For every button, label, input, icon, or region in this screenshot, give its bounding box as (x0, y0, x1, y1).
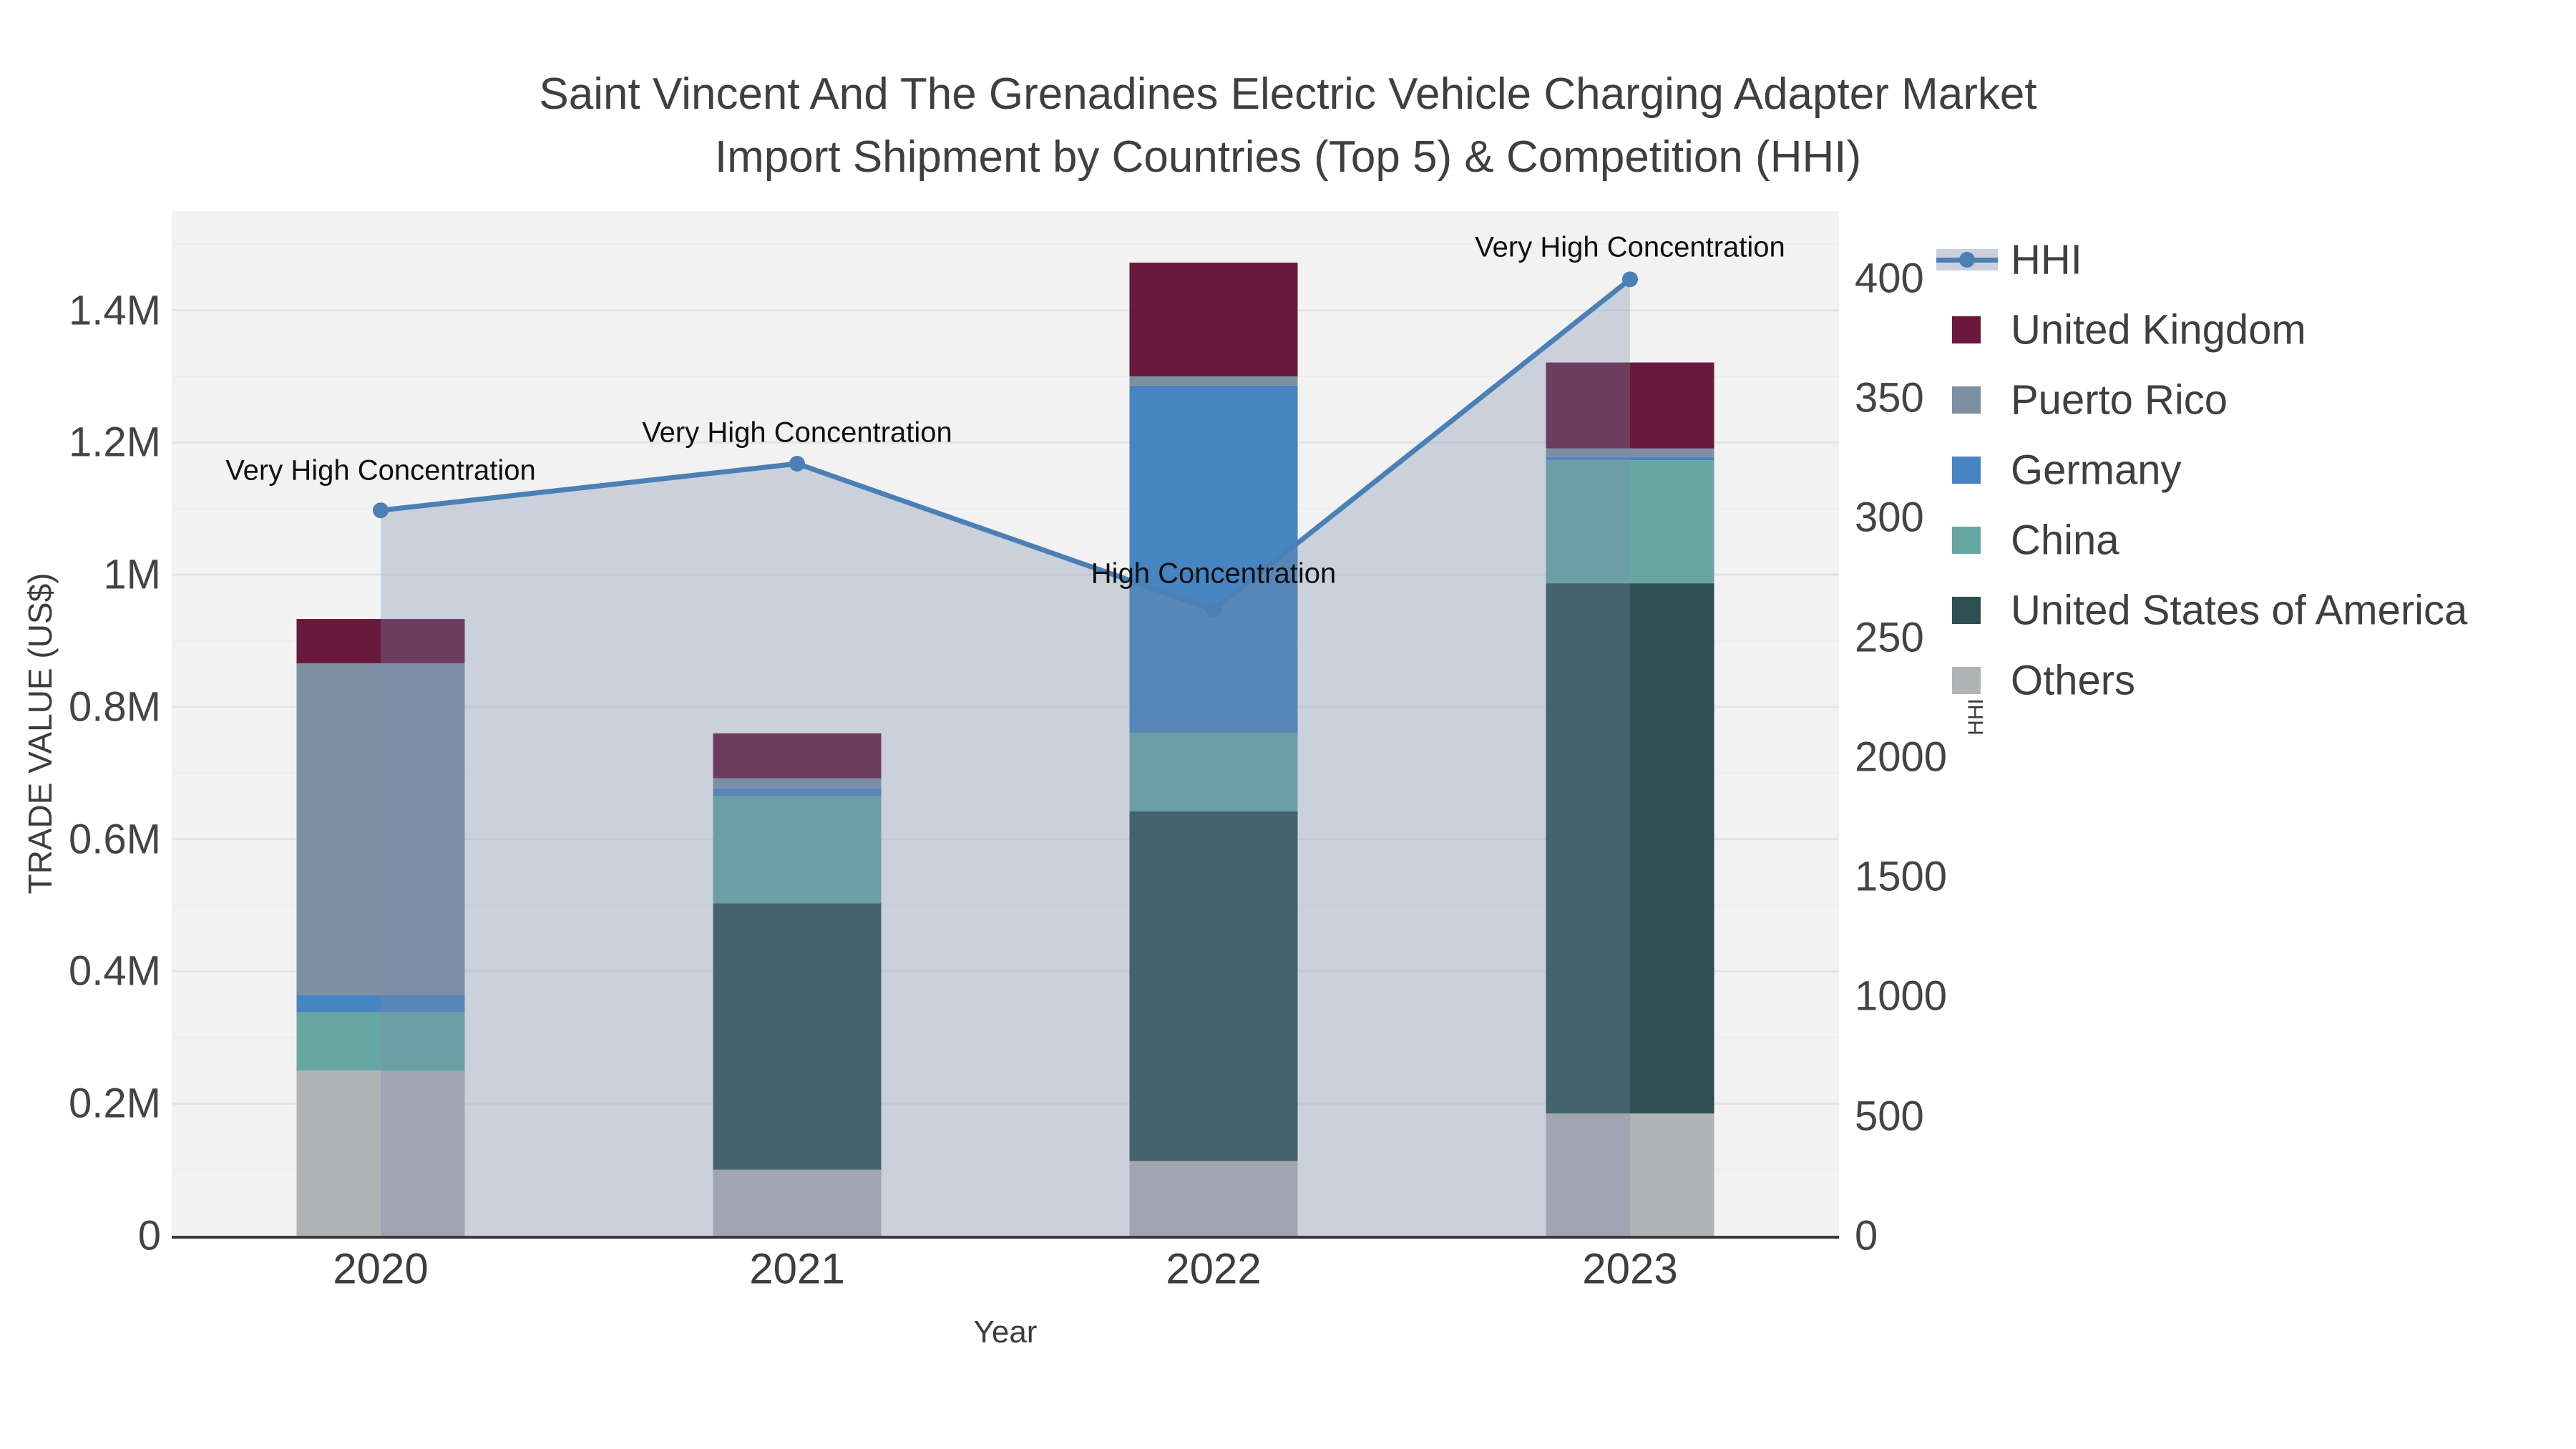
legend-item-hhi[interactable]: HHI (1936, 236, 2552, 283)
y-right-tick-400: 400 (1855, 255, 1924, 302)
y-axis-title-left: TRADE VALUE (US$) (21, 572, 59, 894)
bar-segment-others-2020[interactable] (296, 1070, 465, 1236)
bar-segment-united-kingdom-2022[interactable] (1129, 263, 1298, 376)
x-tick-2022: 2022 (1166, 1244, 1262, 1293)
legend-item-label: United States of America (2011, 587, 2468, 634)
y-right-tick-2000: 2000 (1855, 733, 1948, 781)
x-axis-title: Year (973, 1314, 1038, 1350)
legend-item-others[interactable]: Others (1936, 657, 2552, 704)
bar-segment-puerto-rico-2021[interactable] (713, 778, 882, 789)
hhi-line-sample-icon (1936, 249, 1998, 270)
annotation-1: Very High Concentration (225, 454, 536, 487)
bar-segment-others-2023[interactable] (1546, 1113, 1714, 1236)
legend-item-germany[interactable]: Germany (1936, 447, 2552, 494)
annotation-4: Very High Concentration (1475, 231, 1785, 263)
y-right-tick-500: 500 (1855, 1093, 1924, 1140)
legend-swatch-icon (1952, 667, 1981, 694)
hhi-marker-2023[interactable] (1622, 271, 1638, 288)
y-left-tick-0: 0 (137, 1212, 161, 1259)
bar-segment-germany-2023[interactable] (1546, 457, 1714, 461)
bar-segment-puerto-rico-2023[interactable] (1546, 448, 1714, 457)
bar-segment-united-states-of-america-2021[interactable] (713, 903, 882, 1170)
annotation-2: Very High Concentration (642, 416, 952, 449)
hhi-marker-2021[interactable] (789, 455, 805, 472)
bar-segment-puerto-rico-2022[interactable] (1129, 376, 1298, 386)
bar-segment-united-kingdom-2023[interactable] (1546, 362, 1714, 449)
legend-item-label: HHI (2011, 236, 2082, 283)
legend-swatch-icon (1952, 386, 1981, 414)
bar-segment-germany-2021[interactable] (713, 789, 882, 796)
bar-segment-united-states-of-america-2022[interactable] (1129, 811, 1298, 1161)
y-axis-title-right: HHI (1964, 698, 1988, 736)
annotation-3: High Concentration (1091, 557, 1337, 590)
legend-swatch-icon (1952, 457, 1981, 484)
hhi-marker-2022[interactable] (1206, 602, 1221, 618)
y-right-tick-250: 250 (1855, 614, 1924, 661)
bar-segment-germany-2022[interactable] (1129, 385, 1298, 733)
legend-item-label: Puerto Rico (2011, 376, 2228, 424)
y-right-tick-300: 300 (1855, 494, 1924, 541)
legend-swatch-icon (1952, 527, 1981, 554)
bar-segment-china-2022[interactable] (1129, 732, 1298, 811)
y-right-tick-1500: 1500 (1855, 853, 1948, 900)
bar-segment-china-2023[interactable] (1546, 460, 1714, 584)
y-right-tick-1000: 1000 (1855, 972, 1948, 1020)
bar-segment-germany-2020[interactable] (296, 995, 465, 1013)
y-left-tick-0.6M: 0.6M (69, 816, 161, 863)
x-tick-2020: 2020 (333, 1244, 429, 1293)
legend-swatch-icon (1952, 597, 1981, 624)
y-left-tick-1M: 1M (103, 551, 161, 598)
legend-item-united-kingdom[interactable]: United Kingdom (1936, 306, 2552, 353)
bar-segment-china-2021[interactable] (713, 796, 882, 904)
y-right-tick-0: 0 (1855, 1212, 1878, 1259)
legend-item-united-states-of-america[interactable]: United States of America (1936, 587, 2552, 634)
bar-segment-united-kingdom-2021[interactable] (713, 733, 882, 779)
chart-title-line2: Import Shipment by Countries (Top 5) & C… (714, 132, 1862, 182)
chart-title-line1: Saint Vincent And The Grenadines Electri… (539, 69, 2037, 119)
bar-segment-united-kingdom-2020[interactable] (296, 619, 465, 663)
x-tick-2021: 2021 (749, 1244, 845, 1293)
bar-segment-puerto-rico-2020[interactable] (296, 663, 465, 995)
y-right-tick-350: 350 (1855, 374, 1924, 421)
hhi-area-fill[interactable] (381, 279, 1630, 1236)
hhi-marker-2020[interactable] (373, 502, 389, 519)
legend-item-puerto-rico[interactable]: Puerto Rico (1936, 376, 2552, 424)
bar-segment-china-2020[interactable] (296, 1012, 465, 1071)
y-left-tick-0.8M: 0.8M (69, 683, 161, 731)
legend-item-label: Germany (2011, 447, 2182, 494)
legend-item-label: Others (2011, 657, 2136, 704)
y-left-tick-0.4M: 0.4M (69, 947, 161, 995)
bar-segment-others-2021[interactable] (713, 1169, 882, 1236)
y-left-tick-0.2M: 0.2M (69, 1080, 161, 1127)
bar-segment-others-2022[interactable] (1129, 1161, 1298, 1236)
legend-item-label: United Kingdom (2011, 306, 2306, 353)
y-left-tick-1.2M: 1.2M (69, 419, 161, 466)
x-tick-2023: 2023 (1582, 1244, 1678, 1293)
y-left-tick-1.4M: 1.4M (69, 287, 161, 334)
hhi-line[interactable] (380, 277, 1632, 613)
bar-segment-united-states-of-america-2023[interactable] (1546, 583, 1714, 1114)
legend-item-china[interactable]: China (1936, 517, 2552, 564)
legend-swatch-icon (1952, 316, 1981, 343)
legend-item-label: China (2011, 517, 2119, 564)
